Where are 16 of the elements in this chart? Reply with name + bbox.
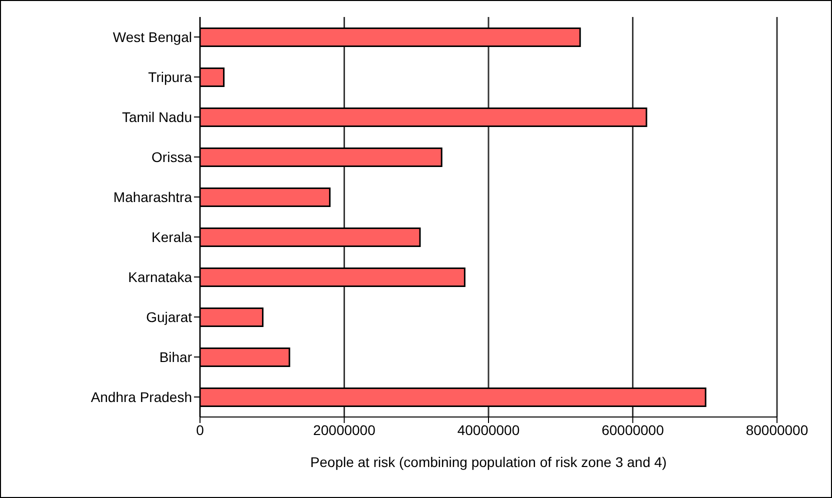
y-tick-label: Maharashtra <box>113 188 192 205</box>
y-tick-label: Gujarat <box>146 308 192 325</box>
y-tick-label: Orissa <box>152 148 192 165</box>
y-tick-label: Kerala <box>152 228 192 245</box>
y-tick-label: West Bengal <box>112 28 192 45</box>
y-tick-label: Tripura <box>148 68 192 85</box>
y-tick-label: Karnataka <box>128 268 192 285</box>
x-axis-title: People at risk (combining population of risk zone 3 and 4) <box>310 454 667 470</box>
x-tick-label: 40000000 <box>457 422 520 438</box>
y-tick-label: Bihar <box>159 348 192 365</box>
y-tick-label: Tamil Nadu <box>122 108 192 125</box>
x-tick-label: 60000000 <box>602 422 664 438</box>
y-tick-label: Andhra Pradesh <box>90 388 192 405</box>
x-tick-label: 20000000 <box>313 422 376 438</box>
x-tick-label: 80000000 <box>746 422 808 438</box>
x-tick-label: 0 <box>196 422 204 438</box>
